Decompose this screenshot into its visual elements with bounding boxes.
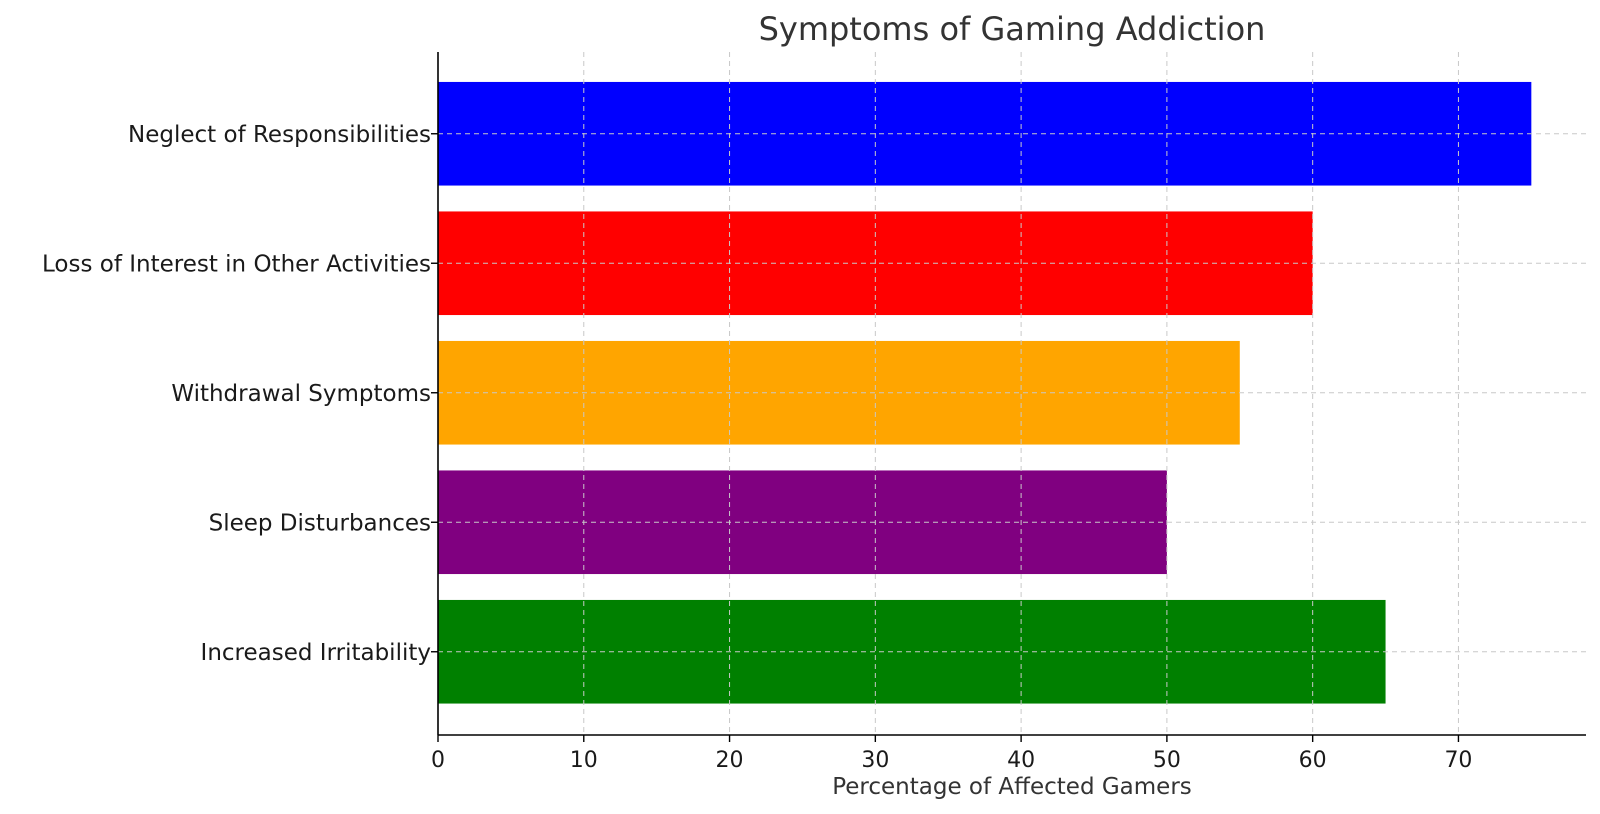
category-label: Neglect of Responsibilities <box>128 122 431 148</box>
category-labels: Neglect of Responsibilities Loss of Inter… <box>42 122 431 666</box>
x-tick-label: 60 <box>1299 748 1327 773</box>
category-label: Increased Irritability <box>201 640 431 666</box>
x-ticks: 0 10 20 30 40 50 60 70 <box>431 133 1472 773</box>
category-label: Sleep Disturbances <box>209 510 431 536</box>
x-tick-label: 0 <box>431 748 445 773</box>
grid <box>437 52 1586 735</box>
x-tick-label: 30 <box>861 748 889 773</box>
category-label: Loss of Interest in Other Activities <box>42 251 431 277</box>
axes <box>437 52 1586 736</box>
x-axis-label: Percentage of Affected Gamers <box>832 774 1192 800</box>
x-tick-label: 20 <box>716 748 744 773</box>
x-tick-label: 10 <box>570 748 598 773</box>
chart-title: Symptoms of Gaming Addiction <box>759 10 1266 48</box>
category-label: Withdrawal Symptoms <box>171 381 431 407</box>
x-tick-label: 40 <box>1007 748 1035 773</box>
x-tick-label: 70 <box>1444 748 1472 773</box>
x-tick-label: 50 <box>1153 748 1181 773</box>
